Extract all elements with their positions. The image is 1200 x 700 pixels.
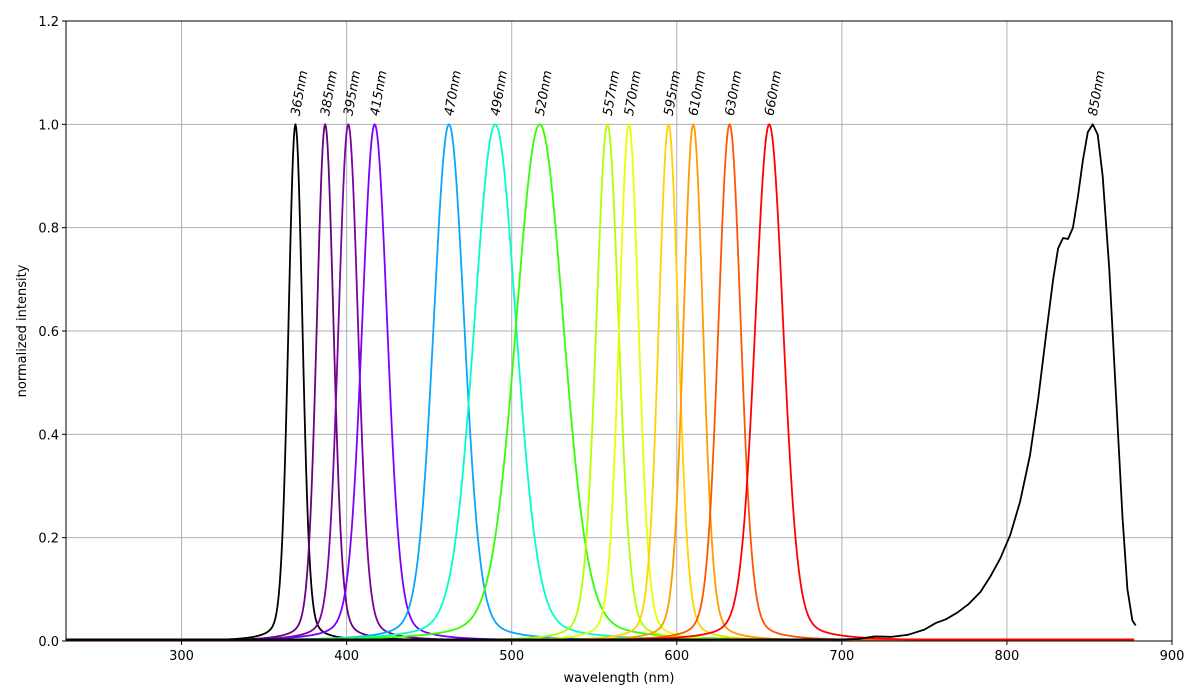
series-lines — [65, 123, 1137, 641]
y-axis-label: normalized intensity — [15, 264, 30, 397]
x-tick-label: 800 — [995, 649, 1020, 664]
x-axis-label: wavelength (nm) — [564, 671, 675, 686]
y-tick-label: 1.0 — [38, 118, 59, 133]
y-tick-label: 0.6 — [38, 325, 59, 340]
series-line-850nm — [66, 123, 1137, 641]
x-tick-label: 600 — [664, 649, 689, 664]
y-tick-label: 0.0 — [38, 635, 59, 650]
x-axis-ticks: 300 400 500 600 700 800 900 — [169, 641, 1184, 664]
x-tick-label: 300 — [169, 649, 194, 664]
y-tick-label: 0.4 — [38, 428, 59, 443]
x-tick-label: 700 — [829, 649, 854, 664]
x-tick-label: 900 — [1160, 649, 1185, 664]
x-tick-label: 500 — [499, 649, 524, 664]
y-tick-label: 0.2 — [38, 532, 59, 547]
y-axis-ticks: 0.0 0.2 0.4 0.6 0.8 1.0 1.2 — [38, 15, 66, 650]
x-tick-label: 400 — [334, 649, 359, 664]
y-tick-label: 0.8 — [38, 222, 59, 237]
y-tick-label: 1.2 — [38, 15, 59, 30]
